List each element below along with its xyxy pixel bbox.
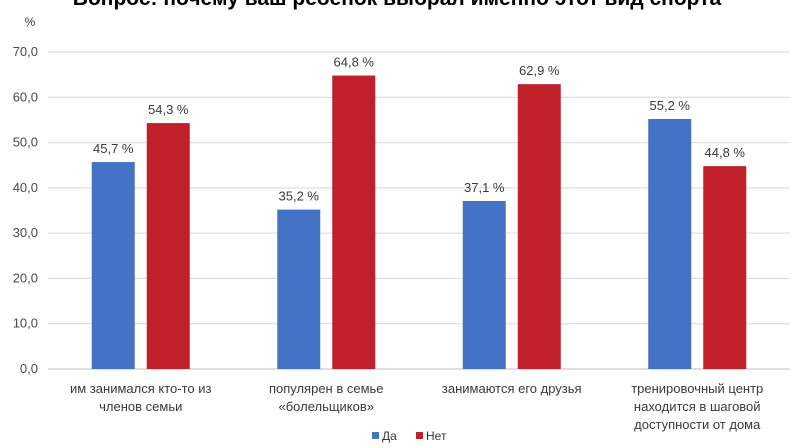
y-tick-label: 10,0	[13, 316, 38, 331]
data-label: 64,8 %	[334, 55, 375, 70]
bar-net-4	[703, 166, 747, 369]
data-label: 62,9 %	[519, 63, 560, 78]
category-label: популярен в семье «болельщиков»	[269, 381, 384, 414]
y-tick-label: 70,0	[13, 44, 38, 59]
y-axis-unit: %	[25, 15, 36, 29]
chart-title: Вопрос: почему ваш ребенок выбрал именно…	[73, 0, 722, 10]
data-label: 54,3 %	[148, 102, 189, 117]
y-tick-label: 50,0	[13, 135, 38, 150]
data-label: 37,1 %	[464, 180, 505, 195]
category-label: им занимался кто-то из членов семьи	[70, 381, 211, 414]
y-tick-label: 60,0	[13, 89, 38, 104]
data-label: 35,2 %	[279, 189, 320, 204]
bars	[91, 75, 747, 369]
bar-net-2	[332, 75, 376, 369]
category-labels: им занимался кто-то из членов семьи популя…	[70, 381, 763, 432]
bar-da-2	[277, 209, 321, 369]
legend-label: Нет	[426, 429, 447, 443]
y-tick-label: 30,0	[13, 225, 38, 240]
legend-label: Да	[382, 429, 397, 443]
legend: Да Нет	[372, 429, 447, 443]
bar-net-1	[146, 123, 190, 369]
bar-da-3	[462, 200, 506, 369]
data-label: 45,7 %	[93, 141, 134, 156]
bar-net-3	[517, 84, 561, 369]
bar-da-4	[648, 119, 692, 369]
data-label: 44,8 %	[705, 145, 746, 160]
bar-da-1	[91, 162, 135, 369]
y-tick-label: 40,0	[13, 180, 38, 195]
legend-swatch	[416, 432, 423, 439]
y-tick-label: 0,0	[20, 361, 38, 376]
y-axis-ticks: 0,0 10,0 20,0 30,0 40,0 50,0 60,0 70,0	[13, 44, 38, 376]
data-labels: 45,7 % 54,3 % 35,2 % 64,8 % 37,1 % 62,9 % 55,2…	[93, 55, 745, 204]
y-tick-label: 20,0	[13, 270, 38, 285]
category-label: тренировочный центр находится в шаговой до…	[631, 381, 763, 432]
data-label: 55,2 %	[650, 98, 691, 113]
category-label: занимаются его друзья	[442, 381, 582, 396]
legend-swatch	[372, 432, 379, 439]
